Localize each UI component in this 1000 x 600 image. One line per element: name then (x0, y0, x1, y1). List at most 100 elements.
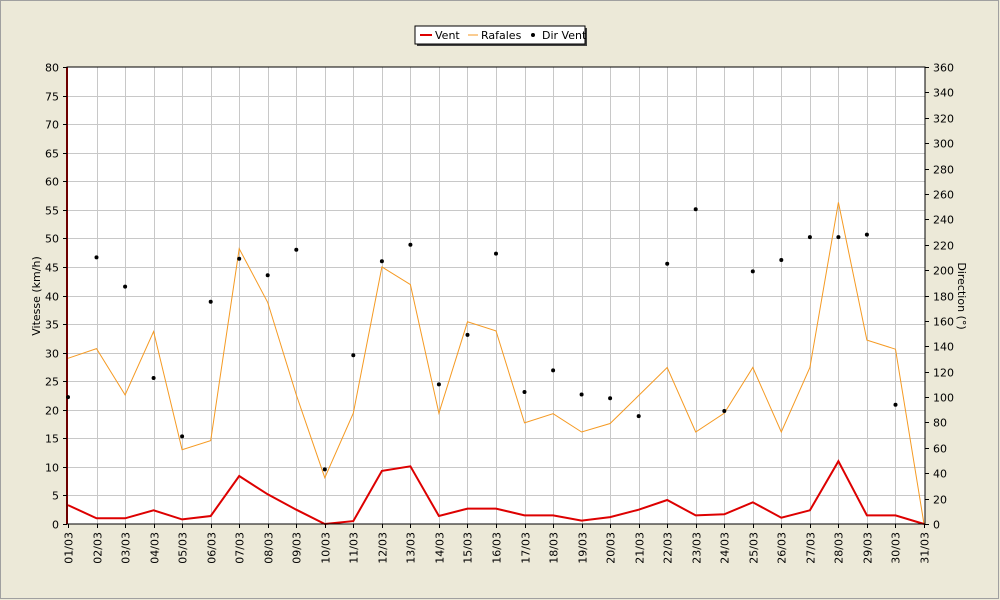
y2-axis-title: Direction (°) (955, 262, 968, 329)
series-point-dir-vent (294, 247, 299, 252)
series-point-dir-vent (180, 434, 185, 439)
x-tick-label: 16/03 (491, 532, 504, 564)
x-tick-label: 26/03 (776, 532, 789, 564)
x-tick-label: 11/03 (348, 532, 361, 564)
series-point-dir-vent (94, 255, 99, 260)
series-point-dir-vent (579, 392, 584, 397)
series-point-dir-vent (893, 402, 898, 407)
series-line-rafales (67, 202, 925, 525)
series-point-dir-vent (351, 353, 356, 358)
x-tick-label: 25/03 (748, 532, 761, 564)
x-tick-label: 05/03 (177, 532, 190, 564)
y2-tick-label: 300 (933, 138, 954, 151)
series-point-dir-vent (636, 414, 641, 419)
series-point-dir-vent (436, 382, 441, 387)
y-tick-label: 55 (45, 205, 59, 218)
y2-tick-label: 280 (933, 164, 954, 177)
legend-box (414, 25, 586, 45)
x-tick-label: 31/03 (919, 532, 932, 564)
y2-tick-label: 180 (933, 291, 954, 304)
y2-tick-label: 220 (933, 240, 954, 253)
y-tick-label: 20 (45, 405, 59, 418)
y2-tick-label: 360 (933, 62, 954, 75)
y2-tick-label: 80 (933, 417, 947, 430)
y-tick-label: 40 (45, 291, 59, 304)
y2-tick-label: 160 (933, 316, 954, 329)
y2-tick-label: 140 (933, 341, 954, 354)
series-point-dir-vent (379, 259, 384, 264)
series-point-dir-vent (408, 242, 413, 247)
series-point-dir-vent (322, 467, 327, 472)
legend-label-dir-vent: Dir Vent (542, 29, 587, 42)
x-tick-label: 28/03 (833, 532, 846, 564)
y-tick-label: 45 (45, 262, 59, 275)
series-point-dir-vent (779, 258, 784, 262)
y-tick-label: 15 (45, 433, 59, 446)
series-point-dir-vent (494, 251, 498, 256)
y-tick-label: 65 (45, 148, 59, 161)
y2-tick-label: 20 (933, 494, 947, 507)
x-tick-label: 10/03 (320, 532, 333, 564)
x-tick-label: 29/03 (862, 532, 875, 564)
x-tick-label: 15/03 (462, 532, 475, 564)
series-point-dir-vent (151, 376, 156, 380)
series-point-dir-vent (693, 207, 698, 212)
series-point-dir-vent (237, 256, 242, 261)
y2-tick-label: 340 (933, 87, 954, 100)
x-tick-label: 20/03 (605, 532, 618, 564)
series-point-dir-vent (665, 261, 670, 266)
x-tick-label: 09/03 (291, 532, 304, 564)
x-tick-label: 13/03 (405, 532, 418, 564)
y2-tick-label: 40 (933, 468, 947, 481)
y-tick-label: 0 (52, 519, 59, 532)
series-point-dir-vent (465, 332, 470, 337)
grid (67, 67, 925, 524)
y2-tick-label: 60 (933, 443, 947, 456)
y2-tick-label: 0 (933, 519, 940, 532)
axes: 0 5 10 15 20 25 30 35 40 45 50 55 60 65 70 75 80 0 20 40 60 8… (45, 62, 954, 564)
x-tick-label: 07/03 (234, 532, 247, 564)
series-point-dir-vent (864, 232, 869, 237)
x-tick-label: 14/03 (434, 532, 447, 564)
y-tick-label: 50 (45, 233, 59, 246)
y2-tick-label: 120 (933, 367, 954, 380)
series-point-dir-vent (836, 235, 841, 240)
legend-swatch-dir-vent (531, 33, 535, 37)
x-tick-label: 01/03 (63, 532, 76, 564)
legend-label-vent: Vent (435, 29, 460, 42)
series-point-dir-vent (522, 390, 527, 394)
legend-label-rafales: Rafales (481, 29, 522, 42)
x-tick-label: 23/03 (691, 532, 704, 564)
y-tick-label: 70 (45, 119, 59, 132)
legend: Vent Rafales Dir Vent (414, 25, 587, 46)
series-point-dir-vent (123, 284, 128, 289)
series-point-dir-vent (608, 396, 613, 401)
x-tick-label: 06/03 (206, 532, 219, 564)
y-tick-label: 75 (45, 91, 59, 104)
x-tick-label: 02/03 (92, 532, 105, 564)
x-tick-label: 21/03 (634, 532, 647, 564)
x-tick-label: 22/03 (662, 532, 675, 564)
y-tick-label: 10 (45, 462, 59, 475)
x-tick-label: 18/03 (548, 532, 561, 564)
x-tick-label: 12/03 (377, 532, 390, 564)
y-tick-label: 35 (45, 319, 59, 332)
y2-tick-label: 100 (933, 392, 954, 405)
series-point-dir-vent (265, 273, 270, 278)
series-point-dir-vent (750, 269, 755, 274)
y2-tick-label: 200 (933, 265, 954, 278)
x-tick-label: 27/03 (805, 532, 818, 564)
y-tick-label: 5 (52, 490, 59, 503)
series-point-dir-vent (807, 235, 812, 240)
x-tick-label: 30/03 (890, 532, 903, 564)
x-tick-label: 24/03 (719, 532, 732, 564)
y-tick-label: 80 (45, 62, 59, 75)
x-tick-label: 08/03 (263, 532, 276, 564)
y-axis-title: Vitesse (km/h) (30, 256, 43, 336)
y-tick-label: 30 (45, 348, 59, 361)
x-tick-label: 04/03 (149, 532, 162, 564)
x-tick-label: 19/03 (577, 532, 590, 564)
y-tick-label: 25 (45, 376, 59, 389)
